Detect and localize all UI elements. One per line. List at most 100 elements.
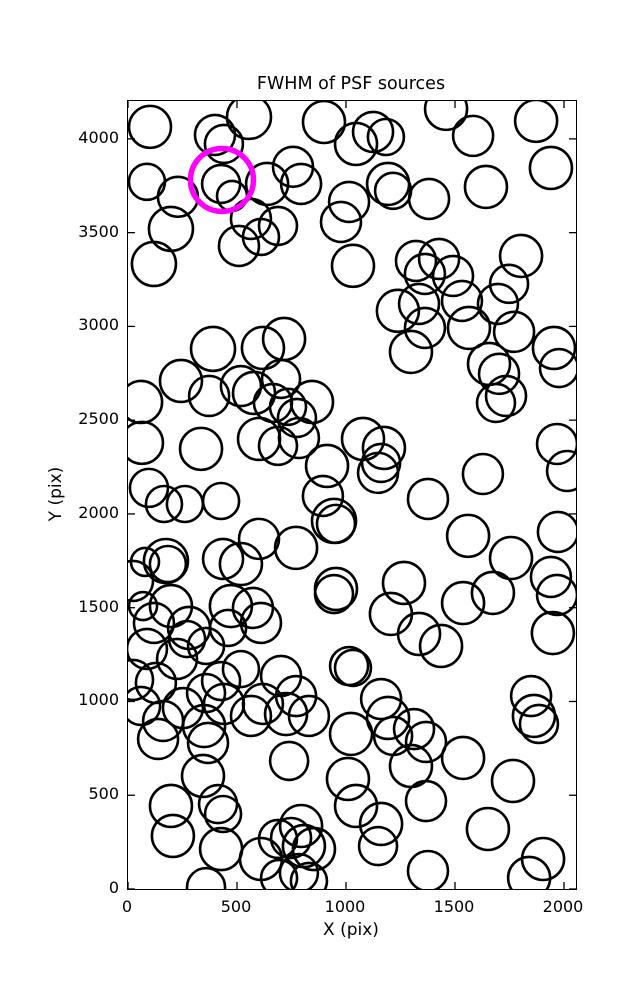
psf-source-circle xyxy=(440,580,486,626)
psf-source-circle xyxy=(520,836,566,882)
y-tick-label: 2500 xyxy=(78,409,119,429)
psf-source-circle xyxy=(200,660,242,702)
psf-source-circle xyxy=(304,443,350,489)
y-tick-label: 0 xyxy=(108,878,119,897)
psf-source-circle xyxy=(319,200,363,244)
psf-source-circle xyxy=(289,379,335,425)
psf-source-circle xyxy=(333,648,373,688)
psf-source-circle xyxy=(144,484,184,524)
psf-source-circle xyxy=(203,123,245,165)
psf-source-circle xyxy=(287,694,331,738)
y-tick-label: 500 xyxy=(88,784,119,804)
psf-source-circle xyxy=(366,117,406,157)
psf-source-circle xyxy=(461,452,505,496)
psf-source-circle xyxy=(278,803,324,849)
highlighted-source-circle xyxy=(187,145,257,215)
psf-source-circle xyxy=(263,691,309,737)
psf-source-circle xyxy=(150,813,196,859)
psf-source-circle xyxy=(476,282,520,326)
psf-source-circle xyxy=(128,420,165,466)
psf-source-circle xyxy=(488,263,530,305)
psf-source-circle xyxy=(403,252,447,296)
psf-source-circle xyxy=(257,818,299,860)
psf-source-circle xyxy=(193,113,237,157)
psf-source-circle xyxy=(273,525,319,571)
psf-source-circle xyxy=(440,735,486,781)
psf-source-circle xyxy=(506,855,552,889)
x-tick-label: 1000 xyxy=(324,897,366,916)
psf-source-circle xyxy=(406,849,450,889)
y-tick-label: 4000 xyxy=(78,127,119,147)
psf-source-circle xyxy=(128,590,159,622)
psf-source-circle xyxy=(445,513,491,559)
psf-source-circle xyxy=(128,658,155,702)
psf-source-circle xyxy=(167,619,207,659)
psf-source-circle xyxy=(530,610,576,656)
x-tick-label: 1500 xyxy=(433,897,475,916)
plot-area xyxy=(127,100,577,890)
psf-source-circle xyxy=(509,674,553,718)
psf-source-circle xyxy=(333,121,379,167)
x-tick-label: 0 xyxy=(121,897,133,916)
psf-source-circle xyxy=(470,570,516,616)
psf-source-circle xyxy=(301,474,345,518)
psf-source-circle xyxy=(392,707,436,751)
psf-source-circle xyxy=(128,162,167,202)
psf-source-circle xyxy=(186,721,230,765)
psf-source-circle xyxy=(148,544,188,584)
psf-source-circle xyxy=(359,677,403,721)
psf-source-circle xyxy=(535,422,576,466)
psf-source-circle xyxy=(440,279,484,323)
psf-source-circle xyxy=(531,325,576,371)
y-tick-label: 1500 xyxy=(78,596,119,616)
psf-source-circle xyxy=(381,560,427,606)
psf-source-circle xyxy=(269,816,313,860)
psf-source-circle xyxy=(404,720,448,764)
psf-source-circle xyxy=(219,364,263,408)
psf-source-circle xyxy=(403,306,447,350)
psf-source-circle xyxy=(529,555,573,599)
psf-source-circle xyxy=(178,426,224,472)
psf-source-circle xyxy=(535,573,576,617)
psf-source-circle xyxy=(328,711,374,757)
psf-source-circle xyxy=(241,682,285,726)
psf-source-circle xyxy=(406,477,450,521)
psf-source-circle xyxy=(423,101,469,132)
psf-source-circle xyxy=(397,282,441,326)
psf-source-circle xyxy=(477,352,521,396)
psf-source-circle xyxy=(446,305,492,351)
psf-source-circle xyxy=(198,826,244,872)
psf-source-circle xyxy=(189,325,237,373)
psf-source-circle xyxy=(128,467,170,509)
psf-source-circle xyxy=(484,374,528,418)
psf-source-circle xyxy=(239,601,283,645)
psf-source-circle xyxy=(279,162,323,206)
psf-source-circle xyxy=(257,425,299,467)
psf-source-circle xyxy=(466,341,512,387)
psf-source-circle xyxy=(417,237,461,281)
psf-source-circle xyxy=(325,756,371,802)
psf-source-circle xyxy=(203,794,243,834)
psf-source-circle xyxy=(221,649,261,689)
psf-source-circle xyxy=(490,758,536,804)
x-axis-label: X (pix) xyxy=(323,920,379,940)
scatter-plot xyxy=(128,101,576,889)
psf-source-circle xyxy=(418,623,464,669)
psf-source-circle xyxy=(240,325,286,371)
psf-source-circle xyxy=(361,425,407,471)
psf-source-circle xyxy=(128,627,169,671)
psf-source-circle xyxy=(260,358,302,400)
psf-source-circle xyxy=(147,205,195,253)
psf-source-circle xyxy=(394,239,438,283)
psf-source-circle xyxy=(201,537,245,581)
psf-source-circle xyxy=(301,101,347,145)
psf-source-circle xyxy=(431,254,475,298)
psf-source-circle xyxy=(268,740,310,782)
psf-source-circle xyxy=(132,601,176,645)
psf-source-circle xyxy=(208,608,248,648)
psf-source-circle xyxy=(488,535,534,581)
psf-source-circle xyxy=(128,685,162,727)
psf-source-circle xyxy=(217,224,261,268)
psf-source-circle xyxy=(128,379,164,425)
